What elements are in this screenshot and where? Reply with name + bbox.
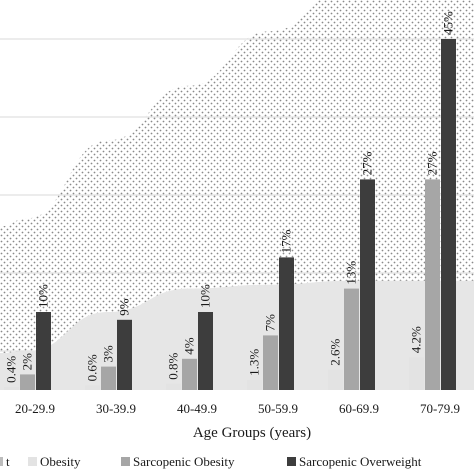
bar-label-0-3: 7% [263,314,278,332]
bar-label-0-5: 27% [425,151,440,175]
bar-sarcopenic-overweight-1 [117,319,132,390]
small-bar-label-2: 0.8% [166,353,181,380]
bar-sarcopenic-overweight-5 [441,39,456,390]
small-bar-label-0: 0.4% [4,356,19,383]
x-tick-label-3: 50-59.9 [258,401,298,416]
legend-label-2: Sarcopenic Obesity [133,454,235,469]
legend-label-3: Sarcopenic Overweight [299,454,422,469]
bar-sarcopenic-overweight-3 [279,257,294,390]
small-bar-label-1: 0.6% [85,354,100,381]
x-tick-label-2: 40-49.9 [177,401,217,416]
bar-sarcopenic-overweight-0 [36,312,51,390]
bar-label-1-1: 9% [117,298,132,316]
small-bar-1 [85,385,100,390]
bar-sarcopenic-obesity-5 [425,179,440,390]
bar-label-1-4: 27% [360,151,375,175]
bar-sarcopenic-obesity-2 [182,358,197,390]
x-tick-label-1: 30-39.9 [96,401,136,416]
small-bar-label-4: 2.6% [328,338,343,365]
bar-label-1-2: 10% [198,284,213,308]
small-bar-3 [247,379,262,390]
small-bar-2 [166,383,181,390]
bar-sarcopenic-obesity-0 [20,374,35,390]
x-axis-title: Age Groups (years) [193,425,311,441]
legend-swatch-2 [121,457,130,466]
label-layer: 2% 10% 0.4% 3% 9% 0.6% 4% 10% 0.8% 7% 17% 1.3% 13% 27… [4,11,456,383]
legend-swatch-0 [0,457,3,466]
bar-label-0-2: 4% [182,337,197,355]
x-tick-label-0: 20-29.9 [15,401,55,416]
bar-sarcopenic-obesity-3 [263,335,278,390]
bar-sarcopenic-overweight-2 [198,312,213,390]
small-bar-5 [409,357,424,390]
legend-swatch-1 [28,457,37,466]
x-tick-label-4: 60-69.9 [339,401,379,416]
bar-sarcopenic-obesity-4 [344,288,359,390]
bar-sarcopenic-overweight-4 [360,179,375,390]
small-bar-label-3: 1.3% [247,349,262,376]
bar-layer [4,39,456,390]
bar-label-1-5: 45% [441,11,456,35]
small-bar-0 [4,386,19,390]
tick-layer: 20-29.9 30-39.9 40-49.9 50-59.9 60-69.9 70-79… [15,401,460,416]
bar-label-0-1: 3% [101,345,116,363]
bar-label-1-3: 17% [279,229,294,253]
legend-swatch-3 [287,457,296,466]
legend: t Obesity Sarcopenic Obesity Sarcopenic Ove… [0,454,422,469]
area-layer [0,0,474,390]
small-bar-4 [328,369,343,390]
bar-label-1-0: 10% [36,284,51,308]
small-bar-label-5: 4.2% [409,326,424,353]
bar-label-0-0: 2% [20,353,35,371]
bar-label-0-4: 13% [344,261,359,285]
x-tick-label-5: 70-79.9 [420,401,460,416]
bar-sarcopenic-obesity-1 [101,366,116,390]
legend-label-1: Obesity [40,454,81,469]
legend-label-0: t [6,454,10,469]
